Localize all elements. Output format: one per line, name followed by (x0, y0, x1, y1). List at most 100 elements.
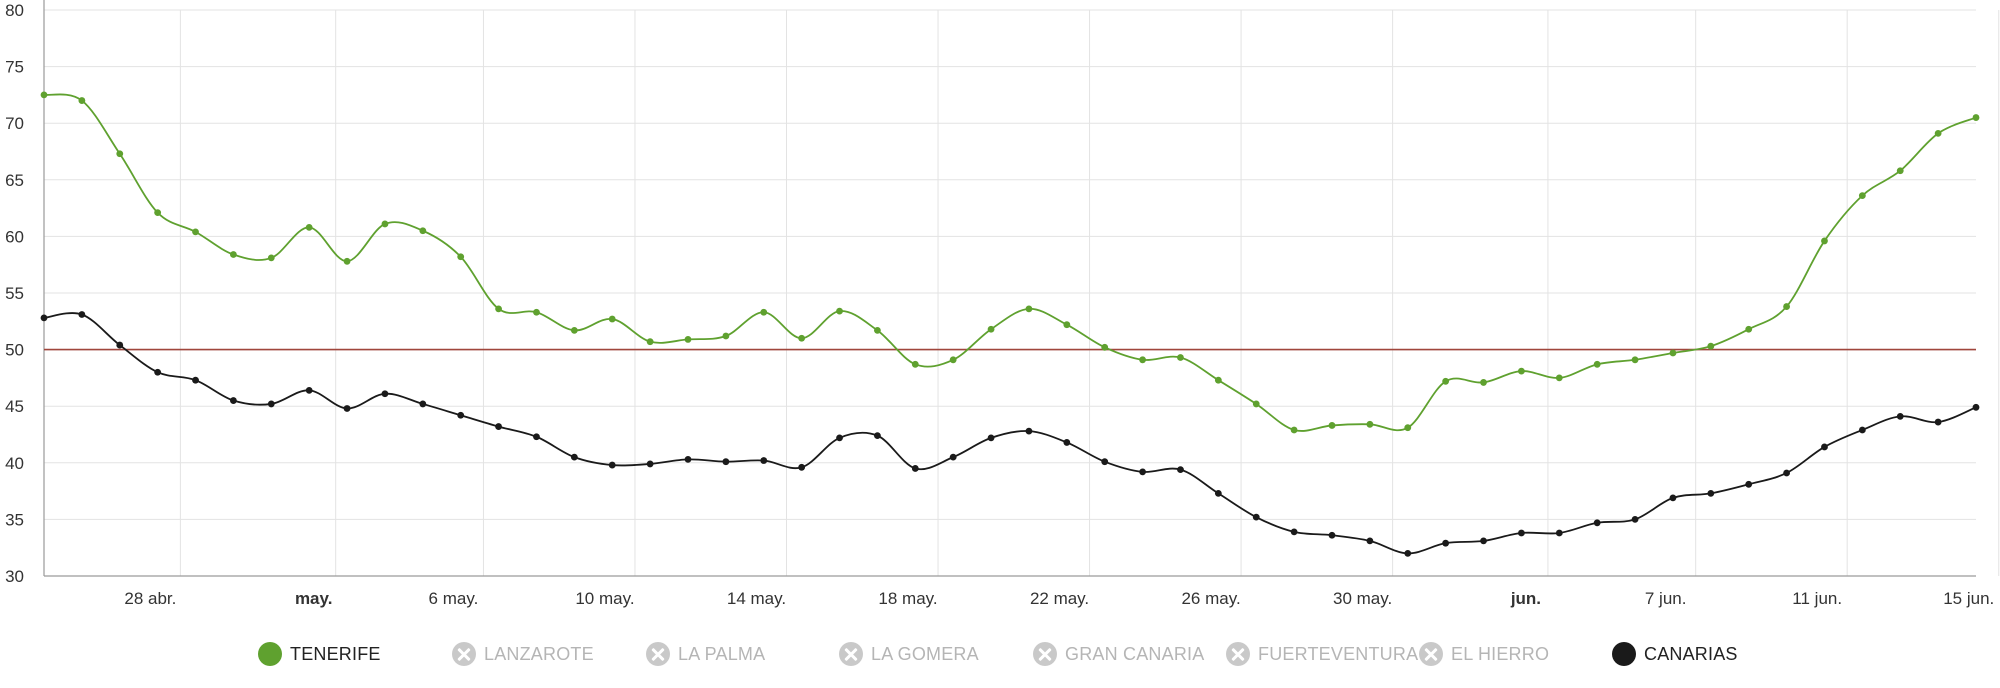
data-point-canarias (1631, 516, 1639, 523)
data-point-tenerife (987, 325, 995, 333)
data-point-tenerife (1972, 114, 1980, 121)
data-point-tenerife (1518, 367, 1525, 375)
data-point-tenerife (495, 305, 502, 313)
data-point-tenerife (570, 326, 578, 334)
data-point-tenerife (1025, 305, 1033, 313)
data-point-canarias (40, 314, 48, 322)
data-point-canarias (1177, 466, 1184, 473)
data-point-canarias (457, 411, 465, 419)
legend-label: LA PALMA (678, 643, 766, 664)
legend-label: FUERTEVENTURA (1258, 643, 1419, 664)
y-tick-label: 80 (5, 1, 24, 20)
data-point-tenerife (1480, 379, 1487, 386)
data-point-canarias (305, 386, 313, 394)
data-point-canarias (1858, 426, 1866, 434)
data-point-canarias (874, 432, 881, 440)
data-point-tenerife (911, 360, 919, 368)
data-point-tenerife (1555, 374, 1563, 382)
data-point-canarias (684, 456, 692, 463)
x-tick-label: 30 may. (1333, 589, 1392, 608)
data-point-canarias (1328, 531, 1336, 539)
x-tick-label: 6 may. (429, 589, 479, 608)
data-point-canarias (1783, 469, 1790, 477)
data-point-canarias (570, 453, 578, 461)
hidden-series-x-icon (839, 642, 863, 666)
hidden-series-x-icon (646, 642, 670, 666)
data-point-canarias (1101, 458, 1109, 466)
data-point-tenerife (836, 307, 843, 315)
legend-marker-dot (258, 642, 282, 666)
data-point-canarias (1480, 537, 1487, 545)
hidden-series-x-icon (1226, 642, 1250, 666)
legend-item-la-gomera[interactable]: LA GOMERA (839, 636, 979, 672)
data-point-tenerife (1328, 422, 1336, 429)
data-point-canarias (381, 390, 389, 398)
data-point-canarias (1593, 519, 1601, 527)
x-tick-label: 18 may. (878, 589, 937, 608)
legend-item-el-hierro[interactable]: EL HIERRO (1419, 636, 1549, 672)
x-tick-label: may. (295, 589, 333, 608)
data-point-canarias (1025, 427, 1033, 435)
data-point-canarias (1290, 528, 1298, 536)
y-tick-label: 50 (5, 341, 24, 360)
data-point-canarias (533, 433, 540, 441)
y-tick-label: 70 (5, 114, 24, 133)
y-tick-label: 30 (5, 567, 24, 586)
data-point-canarias (949, 453, 957, 461)
data-point-tenerife (230, 251, 237, 258)
data-point-tenerife (154, 209, 162, 217)
data-point-tenerife (1290, 426, 1298, 434)
x-tick-label: 15 jun. (1943, 589, 1994, 608)
data-point-canarias (798, 463, 806, 471)
line-chart: 30 35 40 45 50 55 60 65 70 75 80 28 abr. may. 6 may. 1… (5, 0, 2000, 608)
legend-label: EL HIERRO (1451, 643, 1550, 664)
data-point-canarias (1821, 443, 1828, 451)
data-point-tenerife (78, 97, 86, 104)
data-point-tenerife (1063, 321, 1071, 329)
data-point-tenerife (192, 228, 199, 236)
data-point-canarias (1404, 549, 1412, 557)
data-point-tenerife (305, 223, 313, 231)
data-point-canarias (760, 457, 768, 464)
hidden-series-x-icon (1419, 642, 1443, 666)
data-point-tenerife (874, 326, 881, 334)
y-tick-label: 55 (5, 284, 24, 303)
data-point-tenerife (798, 334, 806, 342)
series-line-tenerife (43, 93, 1977, 432)
legend: TENERIFE LANZAROTE LA PALMA LA GOMERA GR… (0, 636, 2000, 672)
x-tick-label: 28 abr. (124, 589, 176, 608)
data-point-tenerife (1366, 420, 1374, 428)
legend-item-canarias[interactable]: CANARIAS (1612, 636, 1738, 672)
data-point-canarias (78, 311, 86, 318)
data-point-tenerife (1631, 356, 1639, 364)
data-point-tenerife (1896, 167, 1904, 175)
data-point-tenerife (343, 257, 351, 265)
x-tick-label: 22 may. (1030, 589, 1089, 608)
data-point-tenerife (1745, 325, 1753, 333)
data-point-tenerife (1821, 237, 1828, 245)
legend-item-fuerteventura[interactable]: FUERTEVENTURA (1226, 636, 1418, 672)
data-point-canarias (1972, 403, 1980, 411)
series-line-canarias (43, 312, 1977, 555)
data-point-tenerife (40, 91, 48, 99)
data-point-canarias (608, 461, 616, 469)
legend-label: CANARIAS (1644, 643, 1738, 664)
data-point-tenerife (646, 338, 654, 346)
legend-item-gran-canaria[interactable]: GRAN CANARIA (1033, 636, 1204, 672)
x-tick-label: 7 jun. (1645, 589, 1687, 608)
data-point-tenerife (722, 332, 730, 340)
data-point-canarias (1707, 489, 1715, 497)
legend-item-tenerife[interactable]: TENERIFE (258, 636, 381, 672)
data-point-tenerife (949, 356, 957, 364)
x-tick-label: 10 may. (575, 589, 634, 608)
data-point-tenerife (381, 220, 389, 228)
data-point-canarias (722, 458, 730, 466)
data-point-tenerife (1934, 129, 1942, 137)
data-point-tenerife (1177, 354, 1184, 361)
y-tick-label: 45 (5, 397, 24, 416)
data-point-tenerife (1858, 192, 1866, 200)
data-point-canarias (495, 423, 502, 430)
legend-item-lanzarote[interactable]: LANZAROTE (452, 636, 594, 672)
legend-item-la-palma[interactable]: LA PALMA (646, 636, 765, 672)
data-point-tenerife (760, 308, 768, 316)
